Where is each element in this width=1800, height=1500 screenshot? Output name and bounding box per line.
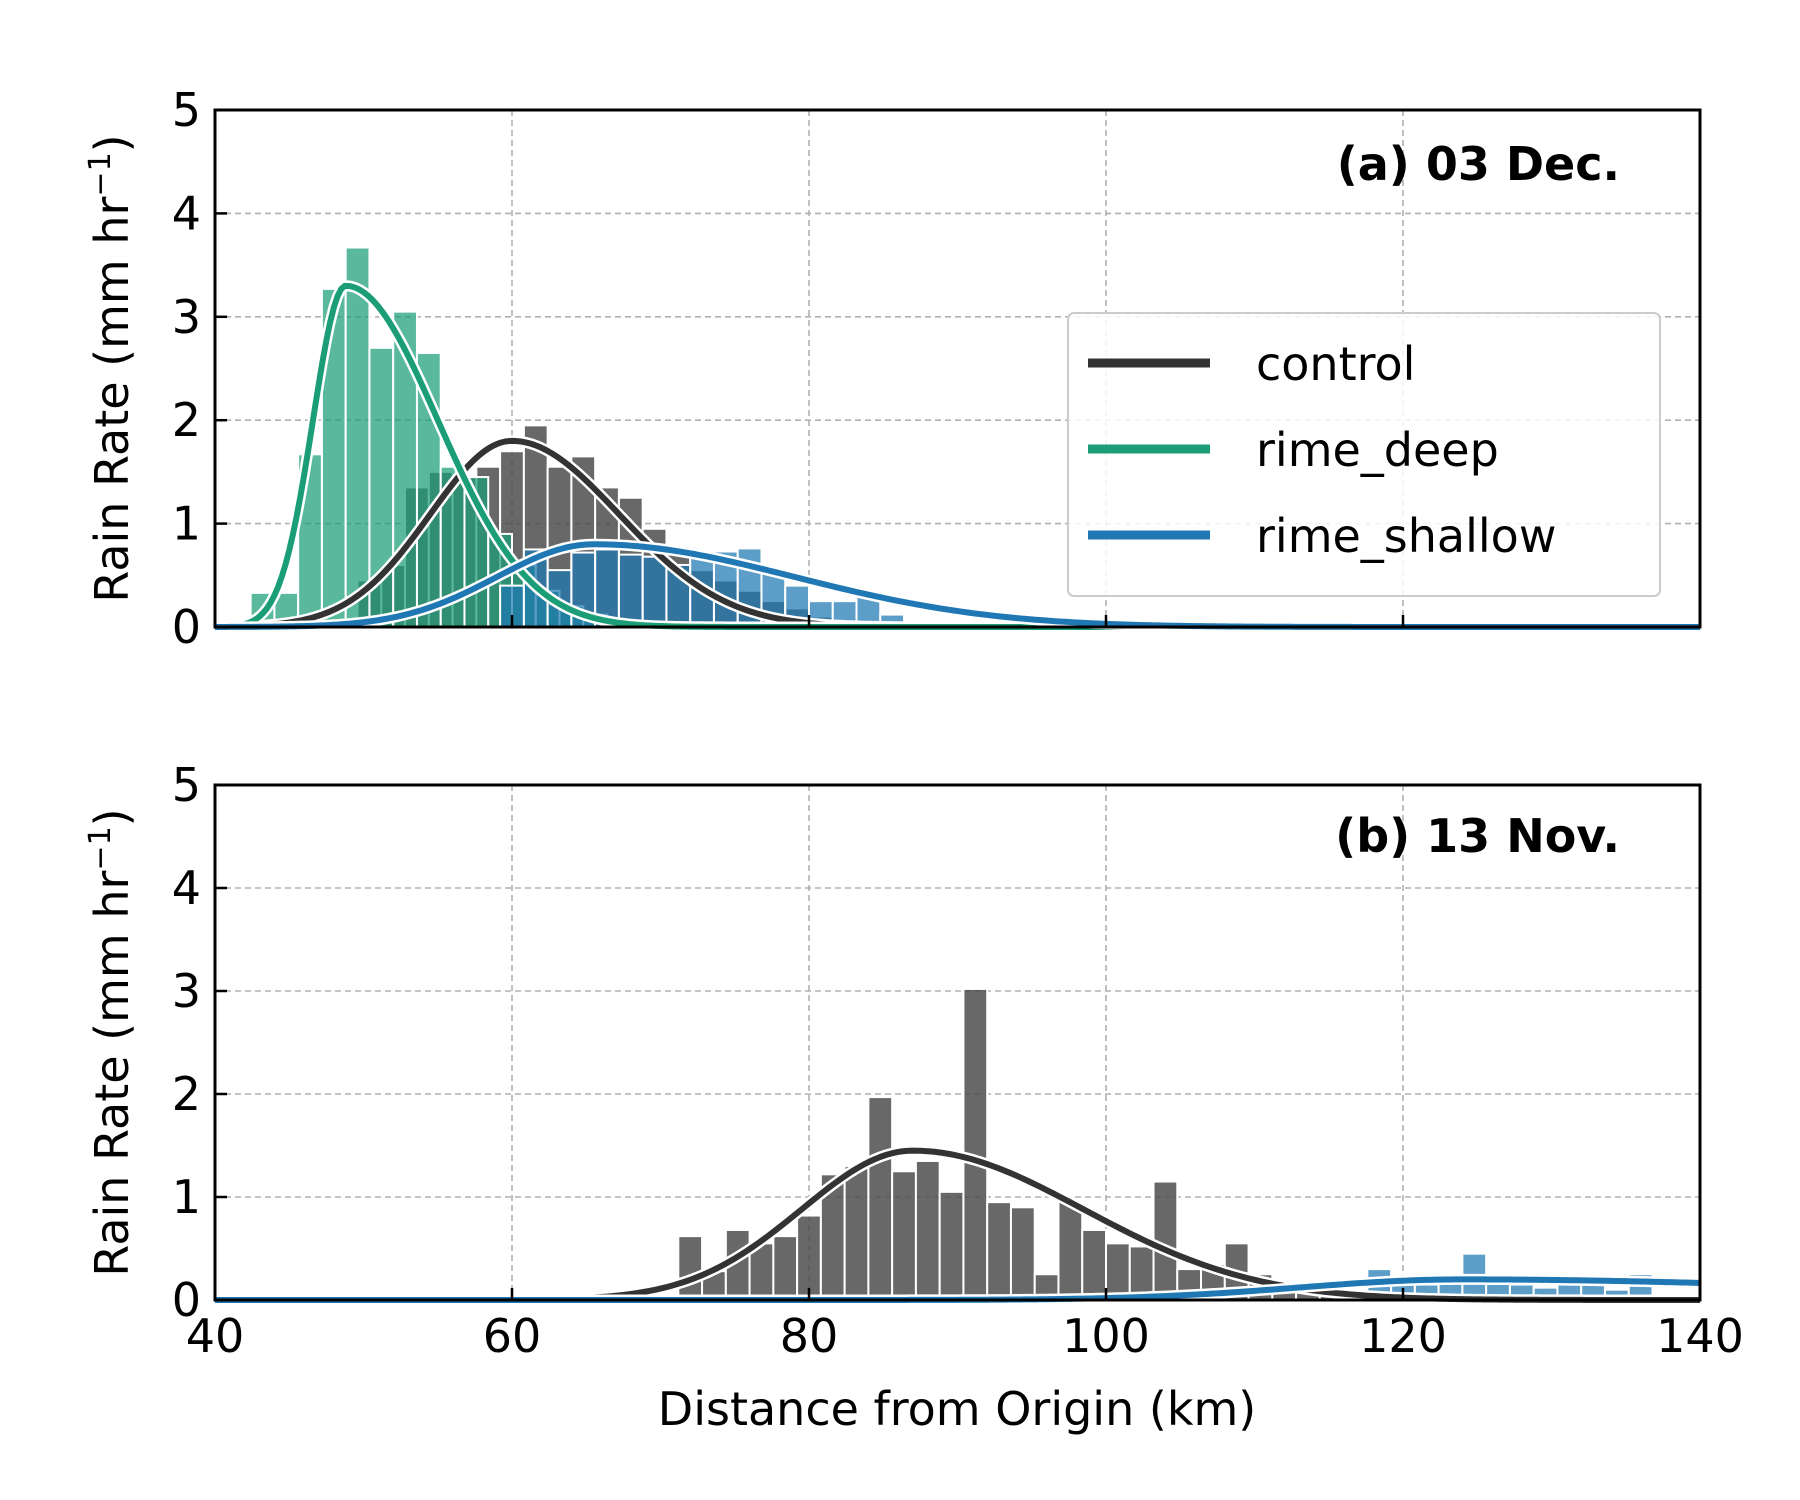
x-axis-title: Distance from Origin (km) <box>658 1382 1256 1436</box>
bar-rime-shallow <box>617 553 644 628</box>
y-tick-label: 5 <box>172 758 201 812</box>
y-tick-label: 3 <box>172 964 201 1018</box>
y-tick-label: 2 <box>172 393 201 447</box>
bar-control <box>867 1096 894 1301</box>
legend-label-rime-deep: rime_deep <box>1256 423 1499 477</box>
legend-frame <box>1067 312 1661 597</box>
x-tick-label: 40 <box>186 1309 245 1363</box>
panel-a: 0 1 2 3 4 5 (a) 03 Dec. Rain Rate (mm hr−1) <box>83 83 1702 654</box>
bar-control <box>677 1235 704 1302</box>
panel-b: 0 1 2 3 4 5 40 60 80 100 120 140 (b) 13 Nov. Rain Rat… <box>83 758 1744 1363</box>
y-axis-title-close: ) <box>85 808 139 826</box>
x-tick-label: 140 <box>1656 1309 1744 1363</box>
y-axis-title-main: Rain Rate (mm hr <box>85 196 139 602</box>
y-axis-title: Rain Rate (mm hr−1) <box>83 134 139 602</box>
bar-control <box>772 1235 799 1302</box>
bar-control <box>1009 1206 1036 1302</box>
y-tick-label: 4 <box>172 186 201 240</box>
bar-control <box>796 1214 822 1302</box>
bar-control <box>962 987 989 1301</box>
legend: control rime_deep rime_shallow <box>1067 312 1661 597</box>
y-axis-title-close: ) <box>85 134 139 152</box>
legend-label-control: control <box>1256 337 1415 391</box>
y-axis-title: Rain Rate (mm hr−1) <box>83 808 139 1276</box>
x-tick-label: 60 <box>483 1309 542 1363</box>
panel-title: (a) 03 Dec. <box>1337 137 1620 191</box>
y-tick-label: 5 <box>172 83 201 137</box>
x-tick-label: 100 <box>1062 1309 1150 1363</box>
y-axis-title-sup: −1 <box>83 826 118 870</box>
y-tick-label: 2 <box>172 1067 201 1121</box>
bar-rime-shallow <box>641 555 668 628</box>
x-tick-label: 80 <box>780 1309 839 1363</box>
y-tick-label: 1 <box>172 497 201 551</box>
y-tick-label: 0 <box>172 1273 201 1327</box>
y-tick-label: 0 <box>172 600 201 654</box>
plot-frame <box>213 783 1702 1302</box>
bar-control <box>914 1159 941 1301</box>
bar-control <box>938 1190 965 1301</box>
y-tick-label: 3 <box>172 290 201 344</box>
bar-control <box>891 1170 917 1301</box>
y-tick-label: 4 <box>172 861 201 915</box>
y-axis-title-sup: −1 <box>83 152 118 196</box>
y-tick-label: 1 <box>172 1170 201 1224</box>
legend-label-rime-shallow: rime_shallow <box>1256 509 1556 563</box>
bar-control <box>1057 1201 1084 1302</box>
bar-control <box>1081 1228 1107 1301</box>
bar-control <box>843 1165 870 1301</box>
bar-rime-deep <box>344 246 371 628</box>
x-tick-label: 120 <box>1359 1309 1447 1363</box>
bar-control <box>1105 1242 1131 1301</box>
y-axis-title-main: Rain Rate (mm hr <box>85 870 139 1276</box>
bar-control <box>986 1201 1012 1302</box>
plot-frame <box>213 108 1702 629</box>
panel-title: (b) 13 Nov. <box>1335 809 1620 863</box>
